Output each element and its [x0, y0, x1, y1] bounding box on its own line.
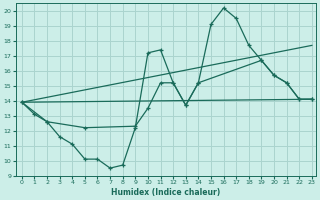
X-axis label: Humidex (Indice chaleur): Humidex (Indice chaleur): [111, 188, 220, 197]
